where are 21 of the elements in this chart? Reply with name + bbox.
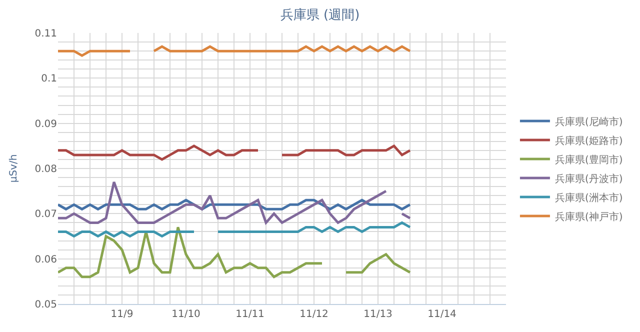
y-tick-label: 0.08 — [34, 164, 57, 175]
legend-label: 兵庫県(姫路市) — [554, 134, 623, 147]
y-tick-label: 0.06 — [34, 254, 57, 266]
y-tick-label: 0.09 — [34, 118, 57, 130]
legend-label: 兵庫県(尼崎市) — [554, 116, 623, 128]
x-tick-label: 11/10 — [172, 309, 200, 320]
y-tick-label: 0.05 — [34, 300, 57, 310]
legend-label: 兵庫県(神戸市) — [554, 210, 623, 223]
y-tick-label: 0.07 — [34, 209, 57, 220]
legend-label: 兵庫県(豊岡市) — [554, 154, 623, 166]
x-tick-label: 11/11 — [236, 309, 264, 320]
x-tick-label: 11/9 — [110, 309, 134, 320]
chart-title: 兵庫県 (週間) — [280, 7, 360, 24]
x-tick-label: 11/12 — [300, 309, 328, 320]
x-tick-label: 11/14 — [428, 309, 456, 320]
x-tick-label: 11/13 — [364, 309, 392, 320]
y-axis-title: μSv/h — [8, 154, 20, 183]
legend-label: 兵庫県(丹波市) — [554, 172, 623, 185]
y-tick-label: 0.11 — [34, 28, 57, 40]
legend-label: 兵庫県(洲本市) — [554, 192, 623, 204]
y-tick-label: 0.1 — [41, 74, 57, 85]
